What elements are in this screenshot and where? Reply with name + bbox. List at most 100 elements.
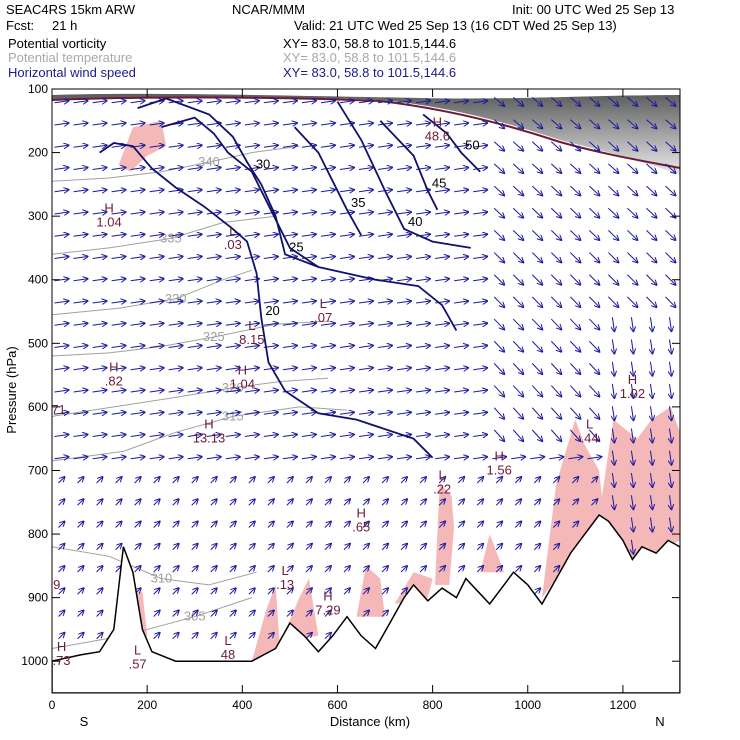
wind-speed-contour-label: 45: [432, 176, 446, 191]
wind-vector: [191, 611, 198, 617]
wind-vector: [92, 279, 107, 281]
wind-vector: [267, 588, 274, 595]
wind-vector: [631, 383, 633, 398]
wind-vector: [92, 412, 107, 414]
wind-vector: [301, 368, 316, 370]
wind-vector: [435, 190, 449, 192]
wind-vector: [225, 256, 240, 258]
pv-extremum-value: 8.15: [239, 332, 264, 347]
wind-vector: [301, 212, 316, 214]
pv-extremum-value: 7.29: [315, 602, 340, 617]
wind-vector: [514, 477, 521, 484]
pv-extremum-value: 48: [221, 647, 235, 662]
wind-vector: [282, 412, 297, 414]
wind-vector: [153, 633, 160, 640]
wind-vector: [665, 163, 675, 173]
wind-vector: [396, 123, 411, 125]
wind-vector: [282, 457, 297, 459]
wind-vector: [358, 435, 373, 437]
wind-vector: [130, 101, 145, 103]
wind-vector: [381, 499, 388, 506]
wind-vector: [225, 368, 240, 370]
wind-vector: [92, 256, 107, 258]
wind-vector: [73, 101, 88, 103]
theta-contour-label: 330: [165, 291, 187, 306]
wind-vector: [187, 256, 202, 258]
wind-vector: [77, 499, 84, 506]
wind-vector: [263, 123, 278, 125]
wind-vector: [669, 339, 671, 353]
wind-vector: [512, 363, 523, 374]
wind-vector: [73, 435, 88, 437]
wind-vector: [646, 274, 656, 285]
wind-vector: [77, 633, 84, 640]
wind-vector: [153, 522, 160, 528]
wind-vector: [210, 544, 217, 551]
wind-vector: [263, 457, 278, 459]
y-axis-ticks: 100 200 300 400 500 600 700 800 900 1000: [21, 82, 680, 668]
wind-vector: [58, 499, 65, 506]
wind-vector: [381, 611, 388, 617]
wind-vector: [569, 363, 580, 374]
wind-vector: [153, 588, 160, 595]
wind-vector: [187, 412, 202, 414]
wind-vector: [362, 522, 369, 528]
wind-vector: [591, 477, 597, 484]
wind-vector: [225, 234, 240, 236]
wind-speed-contour-label: 40: [408, 214, 422, 229]
wind-vector: [493, 185, 504, 195]
wind-vector: [550, 318, 561, 329]
wind-vector: [588, 429, 599, 441]
wind-vector: [153, 566, 160, 573]
wind-vector: [646, 141, 656, 151]
wind-vector: [320, 212, 335, 214]
wind-vector: [168, 279, 183, 281]
wind-vector: [92, 301, 107, 303]
wind-vector: [58, 477, 65, 484]
wind-vector: [225, 457, 240, 459]
wind-vector: [377, 212, 392, 214]
wind-vector: [650, 450, 652, 465]
wind-vector: [244, 101, 259, 103]
wind-vector: [569, 185, 580, 195]
pv-extremum-value: .57: [129, 656, 147, 671]
wind-vector: [339, 256, 354, 258]
wind-vector: [168, 412, 183, 414]
wind-vector: [493, 318, 504, 329]
wind-vector: [282, 435, 297, 437]
terrain: [52, 513, 680, 693]
wind-vector: [646, 296, 656, 307]
wind-vector: [358, 323, 373, 325]
wind-vector: [608, 185, 618, 195]
pv-extremum-kind: H: [357, 506, 366, 521]
wind-vector: [130, 345, 145, 347]
wind-vector: [96, 544, 103, 551]
wind-vector: [438, 499, 445, 506]
wind-vector: [608, 274, 618, 285]
wind-vector: [115, 477, 122, 484]
wind-vector: [225, 301, 240, 303]
wind-vector: [149, 390, 164, 392]
wind-vector: [149, 145, 164, 147]
wind-vector: [343, 588, 350, 595]
wind-vector: [454, 368, 468, 370]
wind-vector: [339, 190, 354, 192]
wind-vector: [377, 167, 392, 169]
wind-vector: [168, 345, 183, 347]
wind-vector: [587, 457, 601, 459]
wind-vector: [531, 407, 542, 419]
wind-vector: [282, 212, 297, 214]
wind-vector: [324, 477, 331, 484]
wind-vector: [54, 457, 69, 459]
wind-vector: [550, 340, 561, 352]
wind-vector: [339, 301, 354, 303]
wind-vector: [419, 477, 426, 484]
wind-vector: [244, 234, 259, 236]
wind-vector: [149, 256, 164, 258]
wind-vector: [358, 412, 373, 414]
wind-vector: [339, 345, 354, 347]
wind-vector: [362, 611, 369, 617]
wind-vector: [172, 588, 179, 595]
wind-vector: [54, 145, 69, 147]
wind-vector: [416, 323, 430, 325]
